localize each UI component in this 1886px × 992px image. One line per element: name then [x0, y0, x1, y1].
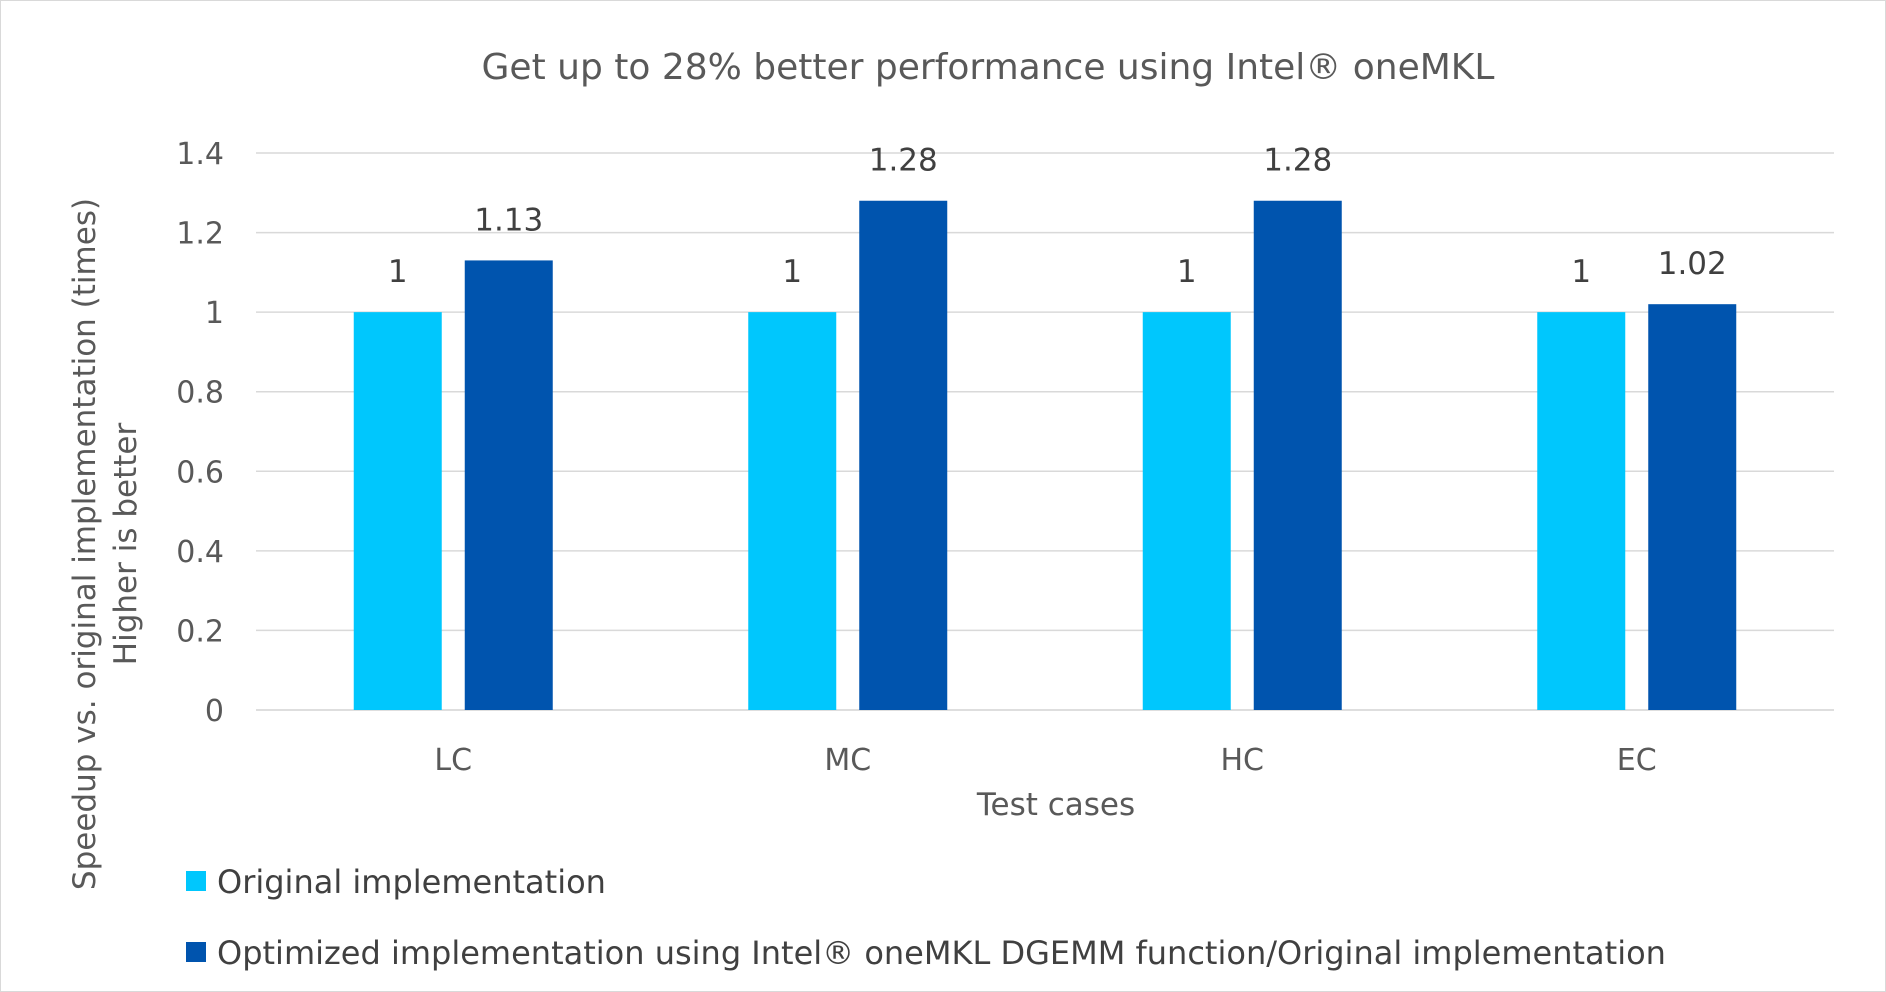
y-tick-label: 0.4 [176, 535, 224, 570]
bar-optimized-ec[interactable] [1648, 304, 1737, 710]
data-label: 1.02 [1658, 246, 1727, 282]
data-label: 1 [388, 254, 408, 290]
y-axis-title: Speedup vs. original implementation (tim… [67, 198, 144, 890]
data-label: 1.28 [869, 143, 938, 179]
y-tick-label: 1.4 [176, 137, 224, 172]
legend-item-original[interactable]: Original implementation [186, 863, 606, 901]
y-tick-label: 0.6 [176, 455, 224, 490]
bar-optimized-lc[interactable] [464, 260, 553, 710]
data-label: 1 [1177, 254, 1197, 290]
data-label: 1.28 [1263, 143, 1332, 179]
x-axis-title: Test cases [976, 787, 1135, 823]
y-axis-title-line2: Higher is better [108, 423, 144, 666]
data-label: 1 [782, 254, 802, 290]
bar-original-mc[interactable] [748, 312, 837, 710]
x-tick-label: MC [824, 743, 871, 778]
y-tick-label: 1 [205, 296, 224, 331]
y-tick-label: 1.2 [176, 217, 224, 252]
data-label: 1.13 [474, 202, 543, 238]
y-axis-ticks: 0 0.2 0.4 0.6 0.8 1 1.2 1.4 [176, 137, 224, 729]
bar-original-lc[interactable] [353, 312, 442, 710]
x-axis-ticks: LC MC HC EC [434, 743, 1656, 778]
x-tick-label: EC [1617, 743, 1657, 778]
bars [353, 200, 1737, 710]
bar-original-ec[interactable] [1537, 312, 1626, 710]
data-label: 1 [1571, 254, 1591, 290]
legend-label-optimized: Optimized implementation using Intel® on… [217, 934, 1666, 972]
bar-original-hc[interactable] [1142, 312, 1231, 710]
legend-item-optimized[interactable]: Optimized implementation using Intel® on… [186, 934, 1666, 972]
x-tick-label: HC [1220, 743, 1264, 778]
y-tick-label: 0.2 [176, 614, 224, 649]
y-tick-label: 0.8 [176, 376, 224, 411]
legend-swatch-original [186, 871, 206, 891]
legend-swatch-optimized [186, 942, 206, 962]
legend: Original implementation Optimized implem… [186, 863, 1666, 972]
bar-optimized-mc[interactable] [859, 200, 948, 710]
y-tick-label: 0 [205, 694, 224, 729]
legend-label-original: Original implementation [217, 863, 606, 901]
chart-title: Get up to 28% better performance using I… [482, 47, 1495, 88]
bar-optimized-hc[interactable] [1253, 200, 1342, 710]
x-tick-label: LC [434, 743, 472, 778]
data-labels: 1 1.13 1 1.28 1 1.28 1 1.02 [388, 143, 1727, 290]
y-axis-title-line1: Speedup vs. original implementation (tim… [67, 198, 103, 890]
